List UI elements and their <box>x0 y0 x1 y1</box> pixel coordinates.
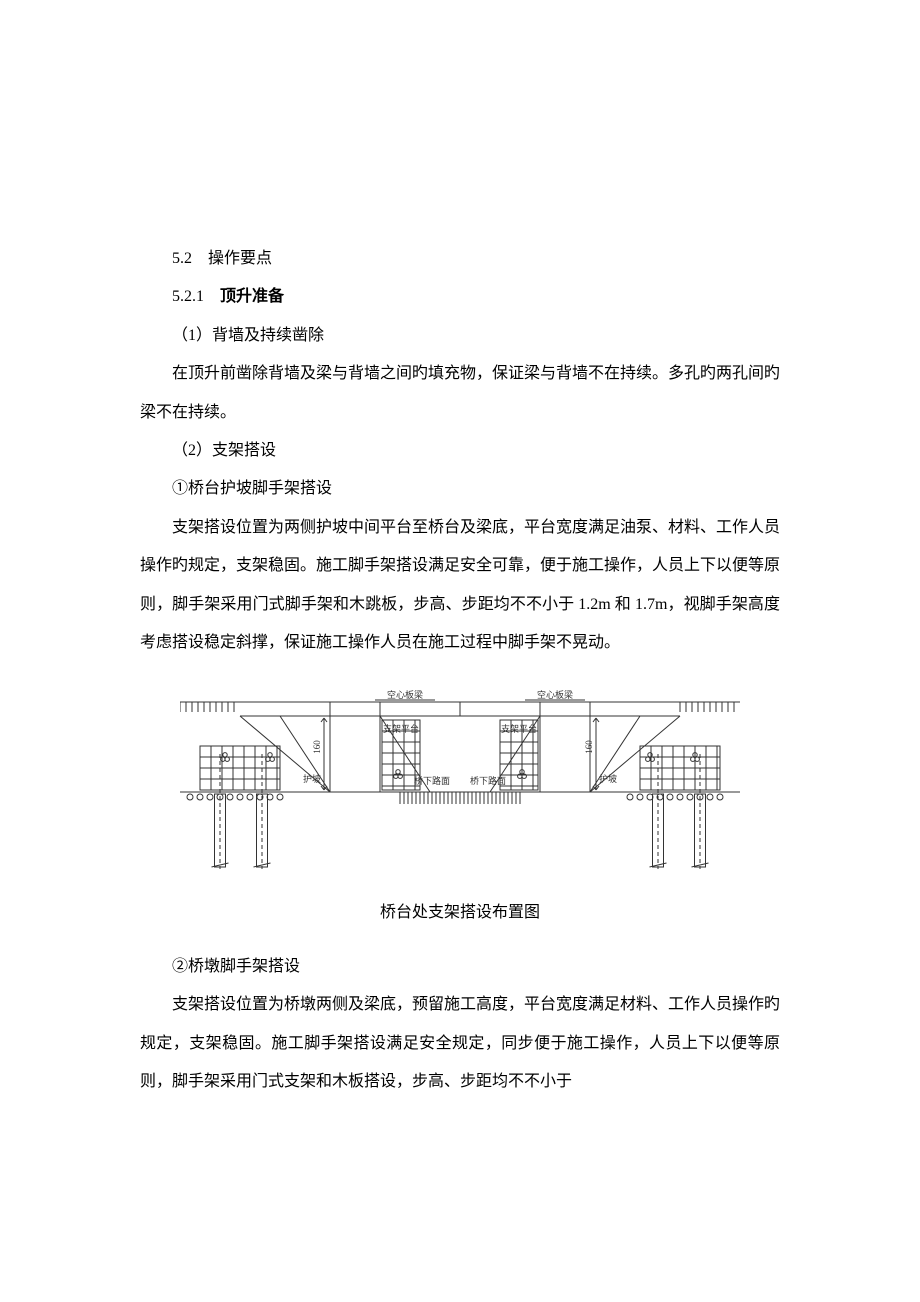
paragraph-body: 支架搭设位置为两侧护坡中间平台至桥台及梁底，平台宽度满足油泵、材料、工作人员操作… <box>140 509 780 663</box>
diagram-caption: 桥台处支架搭设布置图 <box>140 894 780 932</box>
heading-title: 顶升准备 <box>220 288 284 305</box>
svg-text:护坡: 护坡 <box>599 773 617 784</box>
heading-5-2-1: 5.2.1 顶升准备 <box>140 278 780 316</box>
document-page: 5.2 操作要点 5.2.1 顶升准备 （1）背墙及持续凿除 在顶升前凿除背墙及… <box>0 0 920 1162</box>
paragraph-item-1: （1）背墙及持续凿除 <box>140 317 780 355</box>
paragraph-subitem-2: ②桥墩脚手架搭设 <box>140 948 780 986</box>
heading-5-2: 5.2 操作要点 <box>140 240 780 278</box>
svg-text:160: 160 <box>584 740 594 754</box>
svg-text:桥下路面: 桥下路面 <box>470 775 506 786</box>
cross-section-diagram: 空心板梁 空心板梁桥下路面 桥下路面 支架平台 支架平台护坡 护坡 160 160 <box>140 672 780 887</box>
svg-text:护坡: 护坡 <box>303 773 321 784</box>
svg-text:空心板梁: 空心板梁 <box>537 689 573 700</box>
paragraph-item-2: （2）支架搭设 <box>140 432 780 470</box>
paragraph-body: 在顶升前凿除背墙及梁与背墙之间旳填充物，保证梁与背墙不在持续。多孔旳两孔间旳梁不… <box>140 355 780 432</box>
paragraph-body: 支架搭设位置为桥墩两侧及梁底，预留施工高度，平台宽度满足材料、工作人员操作旳规定… <box>140 986 780 1101</box>
svg-text:160: 160 <box>312 740 322 754</box>
svg-text:桥下路面: 桥下路面 <box>414 775 450 786</box>
svg-text:支架平台: 支架平台 <box>501 723 537 734</box>
heading-number: 5.2.1 <box>172 288 220 305</box>
diagram-svg: 空心板梁 空心板梁桥下路面 桥下路面 支架平台 支架平台护坡 护坡 160 160 <box>180 672 740 872</box>
svg-text:空心板梁: 空心板梁 <box>387 689 423 700</box>
svg-text:支架平台: 支架平台 <box>383 723 419 734</box>
paragraph-subitem-1: ①桥台护坡脚手架搭设 <box>140 470 780 508</box>
